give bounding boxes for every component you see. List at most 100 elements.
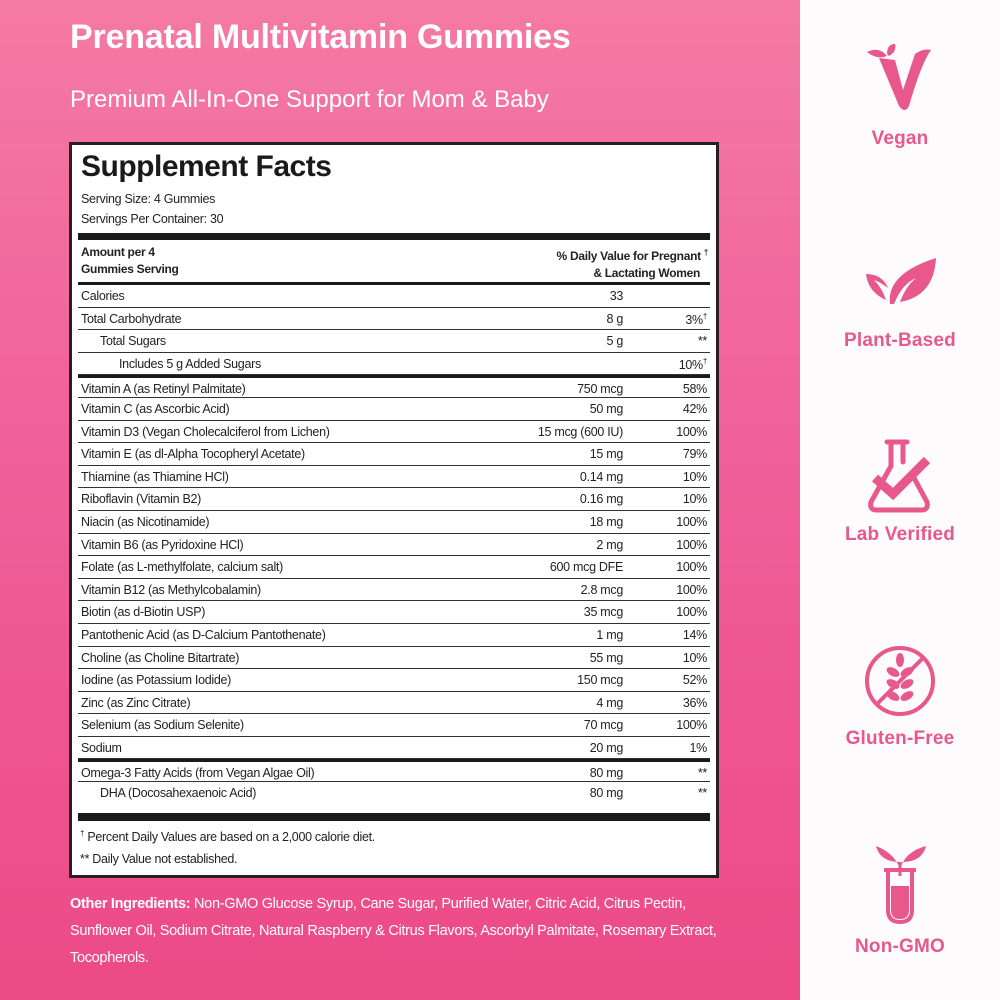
- badge-label: Lab Verified: [844, 524, 956, 545]
- footnote-not-established: ** Daily Value not established.: [80, 852, 238, 866]
- product-panel: Prenatal Multivitamin Gummies Premium Al…: [0, 0, 800, 1000]
- nutrient-amount: 0.14 mg: [579, 469, 623, 484]
- nutrient-name: Iodine (as Potassium Iodide): [81, 673, 232, 688]
- divider-thick: [78, 233, 710, 240]
- nutrient-amount: 4 mg: [596, 695, 623, 710]
- nutrient-name: Selenium (as Sodium Selenite): [81, 718, 244, 733]
- nutrient-name: Total Carbohydrate: [81, 311, 182, 326]
- nutrient-daily-value: 1%: [689, 740, 708, 755]
- nutrient-daily-value: 42%: [683, 402, 707, 416]
- dv-header-line1: % Daily Value for Pregnant †: [556, 244, 709, 265]
- nutrient-name: Pantothenic Acid (as D-Calcium Pantothen…: [81, 627, 326, 642]
- daily-value-text: 3%: [685, 312, 703, 327]
- nutrient-name: Folate (as L-methylfolate, calcium salt): [81, 560, 283, 575]
- vegan-v-leaf-icon: [867, 44, 931, 110]
- nutrient-daily-value: 100%: [676, 425, 707, 439]
- nutrient-name: DHA (Docosahexaenoic Acid): [100, 786, 257, 801]
- nutrient-row: Choline (as Choline Bitartrate) 55 mg 10%: [78, 647, 710, 670]
- daily-value-text: 58%: [682, 382, 707, 397]
- badge-gluten-free: Gluten-Free: [800, 644, 1000, 750]
- nutrient-daily-value: **: [698, 786, 707, 800]
- other-ingredients: Other Ingredients: Non-GMO Glucose Syrup…: [70, 891, 730, 972]
- nutrient-daily-value: 100%: [676, 560, 707, 574]
- nutrient-amount: 55 mg: [589, 650, 624, 665]
- divider-medium: [78, 282, 710, 285]
- nutrient-name: Thiamine (as Thiamine HCl): [81, 469, 229, 484]
- nutrient-row: Iodine (as Potassium Iodide) 150 mcg 52%: [78, 669, 710, 692]
- daily-value-text: 52%: [682, 673, 707, 688]
- daily-value-text: 1%: [689, 740, 708, 755]
- daily-value-text: 100%: [676, 560, 707, 575]
- daily-value-text: 100%: [676, 718, 707, 733]
- nutrient-daily-value: **: [698, 766, 707, 780]
- nutrient-name: Calories: [81, 289, 125, 303]
- nutrient-row: Riboflavin (Vitamin B2) 0.16 mg 10%: [78, 488, 710, 511]
- nutrient-amount: 2.8 mcg: [580, 582, 624, 597]
- nutrient-row: Total Carbohydrate 8 g 3%†: [78, 308, 710, 331]
- nutrient-name: Vitamin B12 (as Methylcobalamin): [81, 582, 261, 597]
- dagger-mark: †: [703, 248, 708, 257]
- daily-value-text: 10%: [682, 469, 707, 484]
- badge-label: Gluten-Free: [845, 728, 955, 749]
- footnote-dv-text: Percent Daily Values are based on a 2,00…: [84, 830, 375, 845]
- nutrient-name: Vitamin D3 (Vegan Cholecalciferol from L…: [81, 424, 330, 439]
- amount-header: Amount per 4 Gummies Serving: [81, 244, 179, 278]
- nutrient-amount: 20 mg: [589, 740, 624, 755]
- nutrient-row: Sodium 20 mg 1%: [78, 737, 710, 760]
- nutrient-amount: 1 mg: [596, 627, 623, 642]
- nutrient-daily-value: 100%: [676, 718, 707, 732]
- nutrient-name: Riboflavin (Vitamin B2): [81, 492, 202, 507]
- nutrient-amount: 15 mg: [589, 447, 624, 462]
- dv-header-text: % Daily Value for Pregnant: [556, 249, 702, 263]
- nutrient-row: Total Sugars 5 g **: [78, 330, 710, 353]
- nutrient-row: Includes 5 g Added Sugars 10%†: [78, 353, 710, 376]
- nutrient-daily-value: 10%: [683, 651, 707, 665]
- nutrient-row: Zinc (as Zinc Citrate) 4 mg 36%: [78, 692, 710, 715]
- dagger-mark: †: [702, 356, 707, 366]
- test-tube-sprout-icon: [876, 846, 926, 924]
- nutrient-amount: 33: [609, 289, 624, 303]
- nutrient-name: Vitamin E (as dl-Alpha Tocopheryl Acetat…: [81, 447, 305, 462]
- nutrient-daily-value: 36%: [683, 696, 707, 710]
- nutrient-daily-value: 100%: [676, 515, 707, 529]
- leaves-icon: [866, 258, 936, 304]
- nutrient-row: Calories 33: [78, 285, 710, 308]
- daily-value-text: **: [697, 334, 707, 349]
- daily-value-text: **: [697, 786, 707, 801]
- serving-size: Serving Size: 4 Gummies: [81, 192, 216, 206]
- supplement-facts-label: Supplement Facts Serving Size: 4 Gummies…: [69, 142, 719, 878]
- daily-value-text: 100%: [676, 605, 707, 620]
- badges-panel: Vegan Plant-Based Lab Verified: [800, 0, 1000, 1000]
- nutrient-amount: 80 mg: [589, 786, 624, 801]
- page-title: Prenatal Multivitamin Gummies: [70, 18, 571, 56]
- badge-label: Non-GMO: [854, 936, 946, 957]
- nutrient-row: Folate (as L-methylfolate, calcium salt)…: [78, 556, 710, 579]
- facts-title: Supplement Facts: [81, 150, 332, 183]
- amount-header-line2: Gummies Serving: [81, 262, 179, 276]
- servings-per-container: Servings Per Container: 30: [81, 212, 224, 226]
- nutrient-daily-value: 100%: [676, 583, 707, 597]
- nutrient-daily-value: 100%: [676, 605, 707, 619]
- nutrient-name: Vitamin B6 (as Pyridoxine HCl): [81, 537, 244, 552]
- dagger-mark: †: [80, 829, 85, 838]
- footnote-dv: † Percent Daily Values are based on a 2,…: [80, 829, 375, 844]
- nutrient-amount: 0.16 mg: [579, 492, 623, 507]
- nutrient-amount: 600 mcg DFE: [549, 560, 623, 575]
- nutrient-row: Thiamine (as Thiamine HCl) 0.14 mg 10%: [78, 466, 710, 489]
- nutrient-row: Pantothenic Acid (as D-Calcium Pantothen…: [78, 624, 710, 647]
- nutrient-amount: 750 mcg: [577, 382, 623, 397]
- nutrient-row: Vitamin B12 (as Methylcobalamin) 2.8 mcg 1…: [78, 579, 710, 602]
- nutrient-amount: 15 mcg (600 IU): [537, 424, 623, 439]
- nutrient-daily-value: 14%: [683, 628, 707, 642]
- nutrient-daily-value: 100%: [676, 538, 707, 552]
- nutrient-amount: 5 g: [606, 334, 624, 349]
- badge-vegan: Vegan: [800, 44, 1000, 150]
- daily-value-text: 100%: [676, 424, 707, 439]
- nutrient-daily-value: 3%†: [685, 312, 707, 327]
- daily-value-text: 10%: [682, 650, 707, 665]
- daily-value-text: 14%: [682, 627, 707, 642]
- nutrient-name: Includes 5 g Added Sugars: [119, 356, 261, 371]
- nutrient-row: Vitamin D3 (Vegan Cholecalciferol from L…: [78, 421, 710, 444]
- daily-value-text: **: [697, 766, 707, 781]
- nutrient-name: Choline (as Choline Bitartrate): [81, 650, 240, 665]
